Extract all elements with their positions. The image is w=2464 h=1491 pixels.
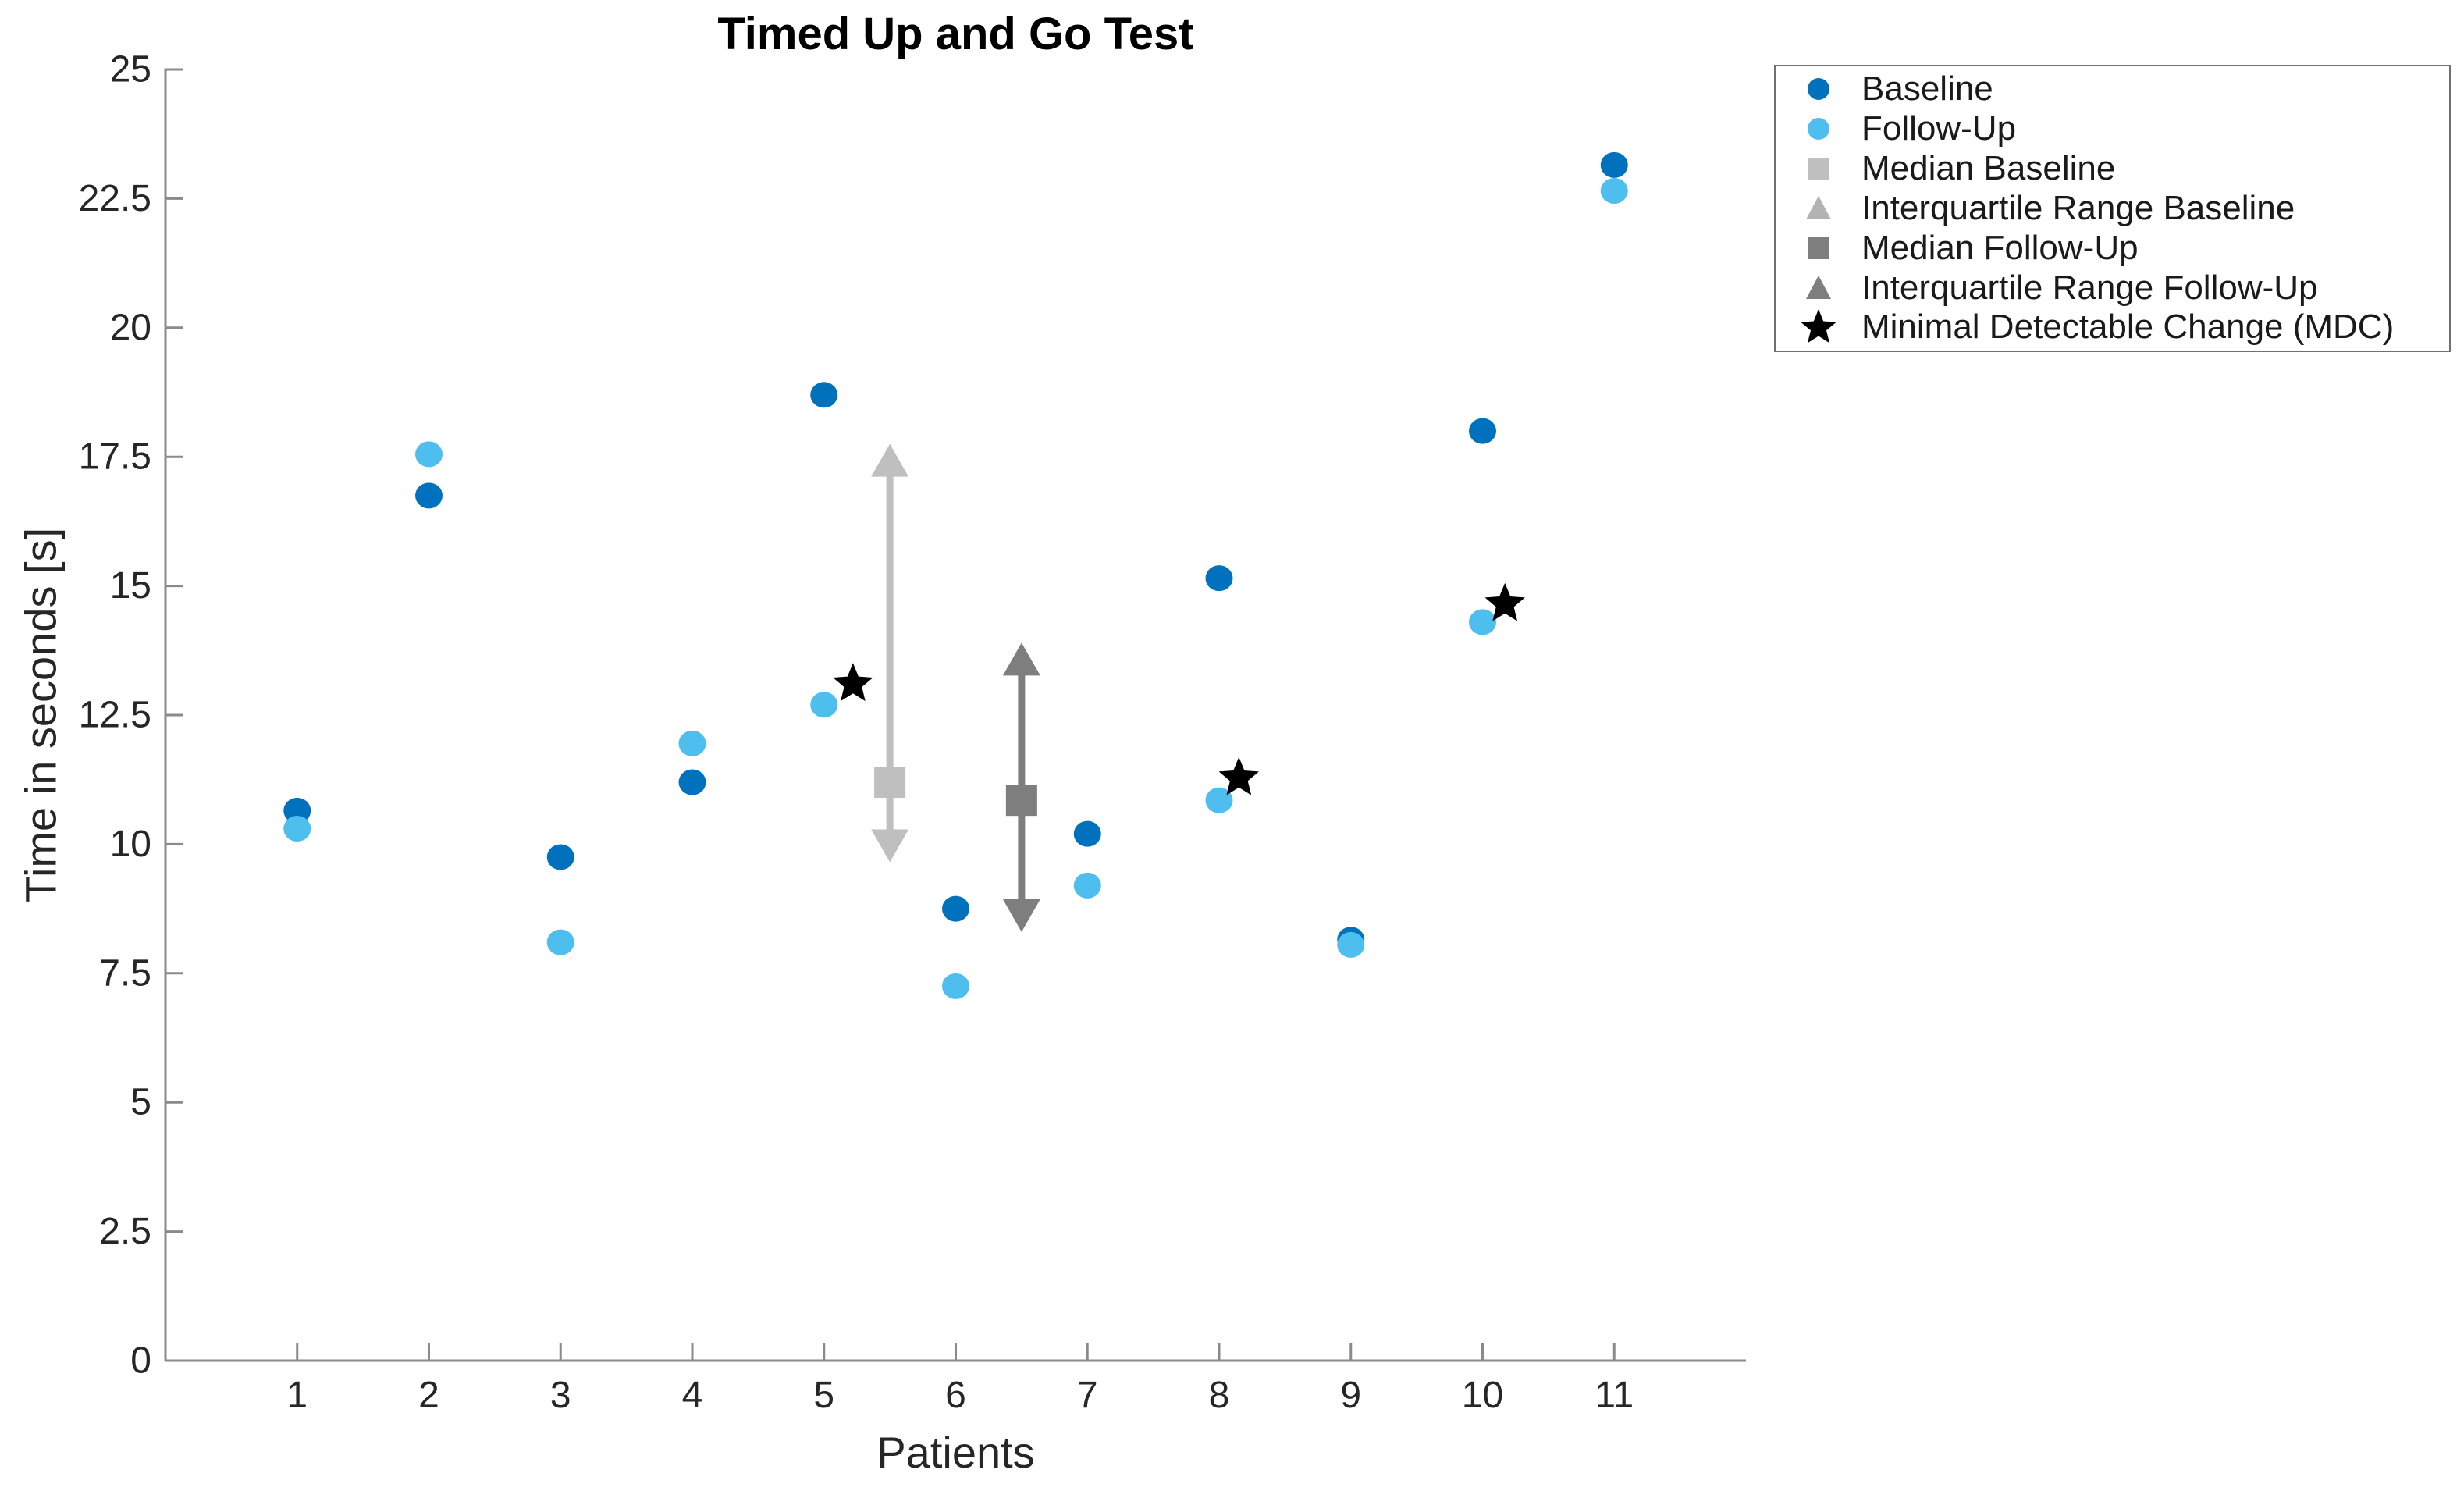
legend-item: Follow-Up	[1776, 109, 2449, 148]
baseline-point	[415, 482, 443, 509]
followup-point	[546, 929, 574, 955]
x-tick-label: 10	[1462, 1375, 1503, 1416]
chart-title: Timed Up and Go Test	[717, 9, 1194, 59]
baseline-point	[1205, 565, 1233, 592]
legend-marker-icon	[1776, 109, 1861, 149]
legend-item: Interquartile Range Baseline	[1776, 189, 2449, 228]
median-square	[1005, 785, 1037, 817]
x-tick-label: 3	[550, 1375, 571, 1416]
y-tick-label: 22.5	[79, 178, 151, 219]
legend-item-label: Interquartile Range Baseline	[1861, 188, 2295, 227]
legend-marker-icon	[1776, 228, 1861, 269]
y-tick-label: 0	[130, 1340, 151, 1382]
followup-point	[678, 730, 706, 756]
legend-item-label: Median Follow-Up	[1861, 228, 2139, 267]
legend-item: Baseline	[1776, 69, 2449, 109]
baseline-point	[942, 895, 969, 922]
star-marker-icon	[1801, 309, 1836, 343]
baseline-point	[810, 382, 838, 408]
followup-point	[1205, 787, 1233, 813]
x-tick-label: 6	[945, 1375, 966, 1416]
legend-item-label: Baseline	[1861, 69, 1993, 109]
baseline-point	[1073, 820, 1101, 847]
legend-item: Median Follow-Up	[1776, 229, 2449, 268]
median-square	[874, 767, 906, 799]
legend-item-label: Median Baseline	[1861, 149, 2116, 188]
baseline-point	[1469, 418, 1496, 444]
y-tick-label: 15	[110, 565, 151, 607]
y-tick-label: 25	[110, 49, 151, 91]
circle-marker-icon	[1808, 118, 1829, 141]
iqr-arrowhead-down	[1002, 899, 1040, 932]
legend-marker-icon	[1776, 69, 1861, 109]
followup-point	[942, 973, 969, 999]
y-tick-label: 7.5	[99, 952, 151, 994]
legend-item: Median Baseline	[1776, 149, 2449, 188]
x-tick-label: 8	[1209, 1375, 1230, 1416]
followup-point	[415, 441, 443, 468]
legend-marker-icon	[1776, 307, 1861, 347]
x-tick-label: 2	[418, 1375, 439, 1416]
legend-item-label: Minimal Detectable Change (MDC)	[1861, 308, 2395, 347]
legend-marker-icon	[1776, 148, 1861, 189]
baseline-point	[546, 844, 574, 870]
mdc-star	[833, 663, 873, 702]
baseline-point	[283, 797, 311, 824]
iqr-arrowhead-up	[871, 443, 909, 477]
baseline-point	[678, 769, 706, 795]
followup-point	[1469, 609, 1496, 635]
followup-point	[283, 816, 311, 842]
triangle-marker-icon	[1806, 275, 1831, 299]
x-axis-label: Patients	[876, 1428, 1035, 1477]
square-marker-icon	[1808, 158, 1829, 180]
y-tick-label: 10	[110, 824, 151, 865]
legend-item-label: Follow-Up	[1861, 109, 2017, 148]
x-tick-label: 5	[813, 1375, 834, 1416]
followup-point	[1337, 931, 1365, 958]
followup-point	[1073, 872, 1101, 899]
legend: Baseline Follow-Up Median Baseline Inter…	[1774, 65, 2451, 352]
legend-item-label: Interquartile Range Follow-Up	[1861, 268, 2318, 307]
x-tick-label: 1	[286, 1375, 308, 1416]
iqr-arrowhead-down	[871, 829, 909, 863]
legend-item: Interquartile Range Follow-Up	[1776, 269, 2449, 308]
x-tick-label: 4	[682, 1375, 703, 1416]
x-tick-label: 9	[1340, 1375, 1361, 1416]
square-marker-icon	[1808, 237, 1829, 259]
baseline-point	[1600, 151, 1628, 178]
x-tick-label: 11	[1595, 1375, 1634, 1416]
y-tick-label: 20	[110, 307, 151, 348]
y-axis-label: Time in seconds [s]	[16, 527, 66, 903]
y-tick-label: 2.5	[99, 1211, 151, 1252]
y-tick-label: 5	[130, 1082, 151, 1123]
triangle-marker-icon	[1806, 195, 1831, 219]
x-tick-label: 7	[1077, 1375, 1098, 1416]
y-tick-label: 17.5	[79, 436, 151, 478]
mdc-star	[1484, 582, 1525, 621]
legend-marker-icon	[1776, 268, 1861, 308]
mdc-star	[1218, 756, 1259, 795]
legend-marker-icon	[1776, 188, 1861, 229]
y-tick-label: 12.5	[79, 695, 151, 736]
circle-marker-icon	[1808, 78, 1829, 101]
iqr-arrowhead-up	[1002, 642, 1040, 676]
followup-point	[810, 692, 838, 718]
legend-item: Minimal Detectable Change (MDC)	[1776, 308, 2449, 347]
followup-point	[1600, 177, 1628, 204]
